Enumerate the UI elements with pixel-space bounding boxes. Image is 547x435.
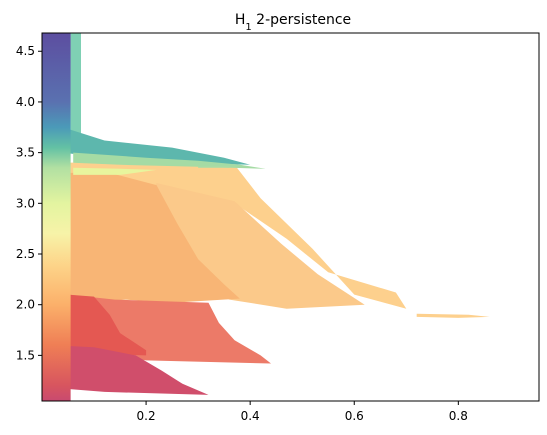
y-tick-label: 2.0: [16, 298, 35, 312]
region-crimson-band: [52, 345, 209, 395]
region-teal-stripe: [70, 33, 81, 148]
y-axis: 1.5 2.0 2.5 3.0 3.5 4.0 4.5: [16, 44, 42, 362]
region-yellow-shelf: [73, 167, 157, 175]
y-tick-label: 2.5: [16, 247, 35, 261]
x-tick-label: 0.2: [137, 409, 156, 423]
x-tick-label: 0.4: [241, 409, 260, 423]
x-tick-label: 0.6: [345, 409, 364, 423]
plot-frame: [41, 32, 540, 402]
chart-title: H1 2-persistence: [235, 12, 351, 33]
y-tick-label: 1.5: [16, 348, 35, 362]
region-right-streak: [416, 313, 490, 318]
x-tick-label: 0.8: [449, 409, 468, 423]
plot-area: [42, 33, 490, 401]
region-red-band: [68, 294, 147, 356]
y-tick-label: 4.5: [16, 44, 35, 58]
region-orange-band-main: [68, 172, 240, 305]
y-tick-label: 3.5: [16, 146, 35, 160]
y-tick-label: 4.0: [16, 95, 35, 109]
left-column-band: [42, 33, 71, 401]
y-tick-label: 3.0: [16, 196, 35, 210]
region-thin-sliver: [198, 165, 230, 168]
region-green-shelf: [73, 152, 266, 169]
x-axis: 0.2 0.4 0.6 0.8: [137, 401, 468, 423]
